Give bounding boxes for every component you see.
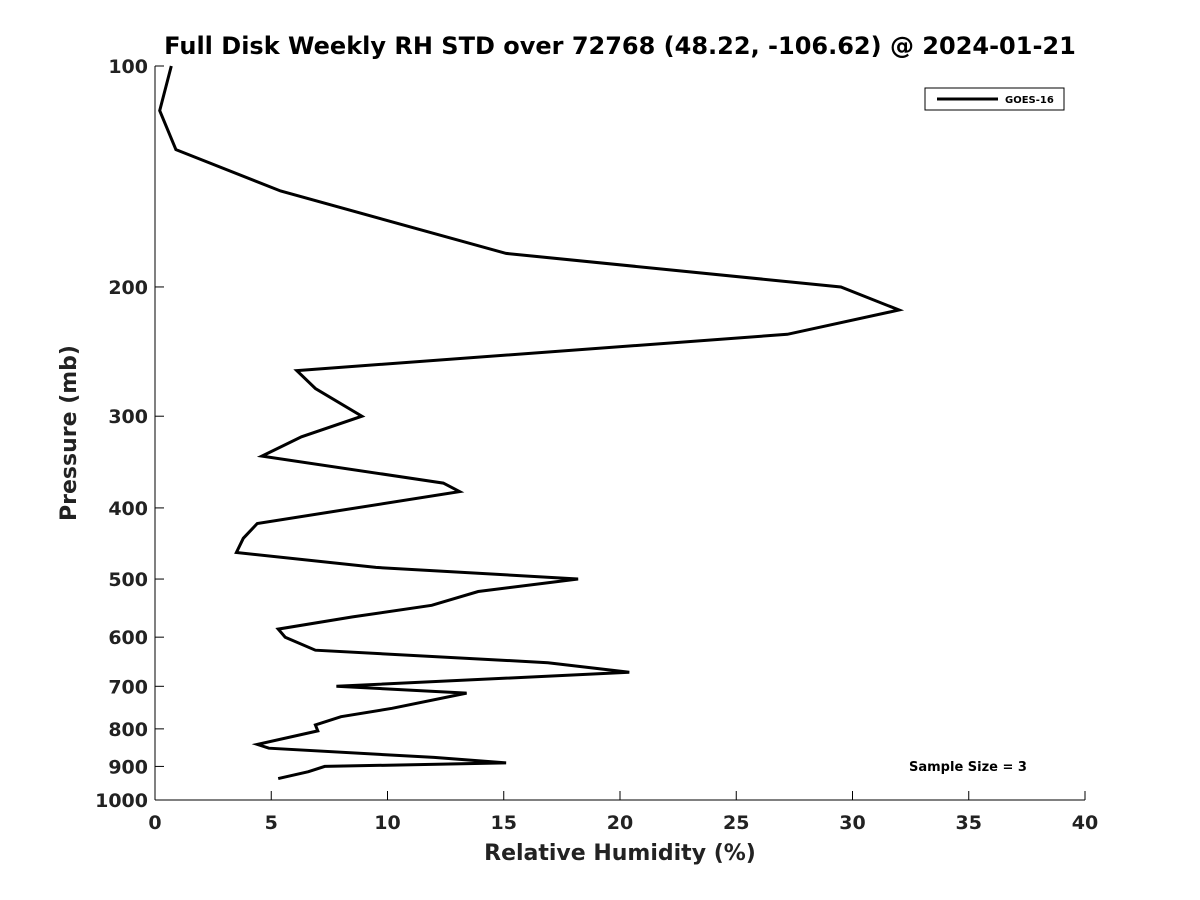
y-tick-label: 600 <box>108 627 148 649</box>
sample-size-annotation: Sample Size = 3 <box>909 760 1027 775</box>
y-tick-label: 700 <box>108 676 148 698</box>
y-tick-label: 800 <box>108 719 148 741</box>
x-tick-label: 35 <box>956 812 982 834</box>
x-tick-label: 40 <box>1072 812 1098 834</box>
y-tick-label: 400 <box>108 498 148 520</box>
chart-title: Full Disk Weekly RH STD over 72768 (48.2… <box>164 32 1076 60</box>
x-tick-label: 20 <box>607 812 633 834</box>
y-tick-label: 300 <box>108 406 148 428</box>
series-line-goes-16 <box>158 65 905 781</box>
x-tick-label: 0 <box>148 812 161 834</box>
x-tick-label: 10 <box>374 812 400 834</box>
y-tick-label: 100 <box>108 56 148 78</box>
x-tick-label: 30 <box>839 812 865 834</box>
x-axis-label: Relative Humidity (%) <box>484 841 756 866</box>
x-tick-label: 5 <box>265 812 278 834</box>
x-tick-label: 25 <box>723 812 749 834</box>
legend-label-goes-16: GOES-16 <box>1005 95 1054 106</box>
y-tick-label: 900 <box>108 756 148 778</box>
legend: GOES-16 <box>924 87 1065 111</box>
x-tick-label: 15 <box>491 812 517 834</box>
y-axis-label: Pressure (mb) <box>57 345 82 521</box>
y-tick-label: 500 <box>108 569 148 591</box>
y-tick-label: 200 <box>108 277 148 299</box>
plot-area: 0 5 10 15 20 25 30 35 40 100 200 300 400 500 600 700 800… <box>95 56 1098 834</box>
y-tick-label: 1000 <box>95 790 148 812</box>
